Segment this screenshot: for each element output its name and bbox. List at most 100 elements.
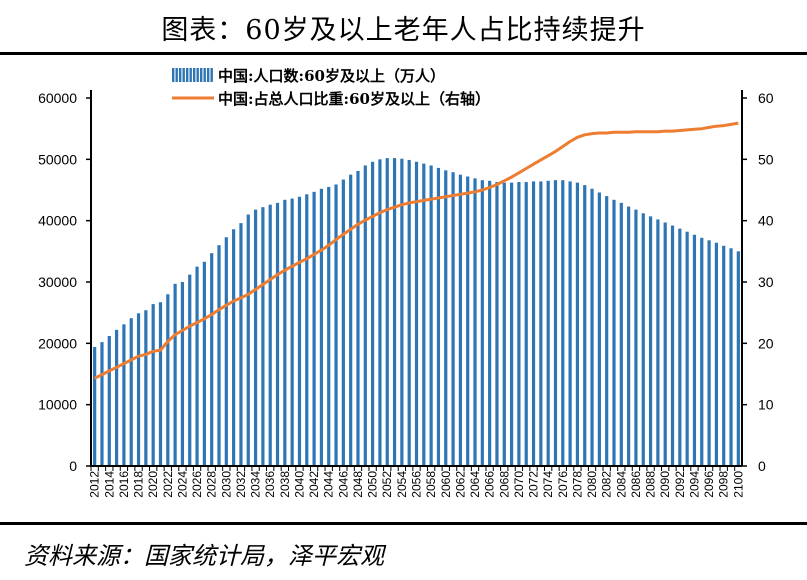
bar-2018 (136, 313, 141, 466)
bar-2091 (670, 225, 675, 466)
bar-2057 (422, 163, 426, 467)
x-tick-label: 2012 (88, 471, 102, 498)
bar-2075 (553, 180, 558, 467)
bar-2054 (400, 158, 404, 466)
legend-bar-swatch (182, 68, 185, 82)
x-tick-label: 2034 (249, 471, 263, 498)
bar-2045 (334, 184, 338, 467)
bar-2098 (722, 245, 726, 466)
bar-2055 (407, 159, 411, 467)
bar-2086 (634, 209, 638, 467)
bar-2027 (202, 261, 206, 466)
bar-2085 (627, 206, 631, 466)
x-tick-label: 2096 (702, 471, 716, 498)
bar-2058 (429, 165, 433, 466)
bar-2020 (151, 304, 155, 466)
x-tick-label: 2068 (497, 471, 511, 498)
legend-item-line: 中国:占总人口比重:60岁及以上（右轴） (172, 90, 490, 108)
bar-2046 (341, 179, 345, 466)
bar-2026 (195, 266, 199, 466)
bar-2066 (488, 180, 492, 467)
legend-bar-swatch (193, 68, 196, 82)
legend-bar-swatch (172, 68, 175, 82)
left-tick-label: 10000 (38, 397, 77, 413)
bar-2061 (451, 172, 455, 467)
right-tick-label: 40 (758, 213, 774, 229)
legend-bar-swatch (203, 68, 206, 82)
x-tick-label: 2086 (629, 471, 643, 498)
legend-label: 中国:占总人口比重:60岁及以上（右轴） (218, 90, 490, 108)
bar-2097 (714, 242, 718, 466)
x-tick-label: 2088 (644, 471, 658, 498)
x-tick-label: 2022 (161, 471, 175, 498)
bar-2059 (436, 167, 441, 467)
bar-2088 (648, 216, 653, 466)
x-tick-label: 2042 (307, 471, 321, 498)
bar-2100 (736, 251, 740, 466)
legend-bar-swatch (186, 68, 189, 82)
x-tick-label: 2024 (175, 471, 189, 498)
legend-bar-swatch (200, 68, 203, 82)
bar-2023 (173, 283, 177, 466)
bar-2079 (583, 185, 587, 467)
bar-2017 (129, 318, 133, 466)
x-tick-label: 2060 (439, 471, 453, 498)
bar-2036 (268, 204, 272, 466)
bar-2044 (327, 186, 331, 466)
x-tick-label: 2070 (512, 471, 526, 498)
x-tick-label: 2062 (453, 471, 467, 498)
bar-2081 (597, 192, 601, 466)
bar-2012 (93, 347, 97, 466)
bar-2039 (290, 198, 294, 466)
bar-2069 (509, 182, 514, 466)
right-tick-label: 20 (758, 335, 774, 351)
bar-2016 (122, 324, 126, 466)
bar-2095 (700, 237, 704, 466)
bar-2049 (363, 165, 367, 466)
right-tick-label: 10 (758, 397, 774, 413)
bar-2089 (656, 219, 660, 466)
right-tick-label: 0 (758, 458, 766, 474)
bar-2034 (253, 209, 258, 467)
bar-2025 (188, 274, 192, 466)
bar-2084 (619, 202, 623, 466)
figure-title: 图表：60岁及以上老年人占比持续提升 (161, 15, 646, 46)
bar-2087 (641, 213, 645, 466)
bar-2024 (180, 282, 185, 466)
x-tick-label: 2014 (102, 471, 116, 498)
legend-bar-swatch (179, 68, 182, 82)
x-tick-label: 2092 (673, 471, 687, 498)
bar-2042 (312, 191, 316, 466)
x-tick-label: 2016 (117, 471, 131, 498)
right-tick-label: 50 (758, 151, 774, 167)
x-tick-label: 2026 (190, 471, 204, 498)
left-tick-label: 50000 (38, 151, 77, 167)
x-tick-label: 2098 (717, 471, 731, 498)
top-rule (0, 52, 807, 55)
bar-2077 (568, 181, 572, 466)
x-tick-label: 2046 (336, 471, 350, 498)
left-tick-label: 30000 (38, 274, 77, 290)
bottom-rule (0, 522, 807, 525)
bar-2038 (283, 199, 287, 466)
x-tick-label: 2072 (527, 471, 541, 498)
x-tick-label: 2056 (410, 471, 424, 498)
bar-2062 (458, 174, 462, 466)
bar-2070 (517, 182, 521, 466)
x-tick-label: 2028 (205, 471, 219, 498)
bar-2082 (605, 196, 609, 466)
bar-2030 (224, 237, 228, 466)
bar-2040 (297, 196, 302, 466)
legend-bar-swatch (189, 68, 192, 82)
x-tick-label: 2100 (731, 471, 745, 498)
x-tick-label: 2084 (614, 471, 628, 498)
source-note: 资料来源：国家统计局，泽平宏观 (24, 542, 384, 570)
x-tick-label: 2078 (570, 471, 584, 498)
legend-bar-swatch (196, 68, 199, 82)
x-tick-label: 2052 (380, 471, 394, 498)
x-tick-label: 2044 (322, 471, 336, 498)
bar-2074 (546, 180, 550, 467)
bar-2094 (692, 234, 697, 466)
legend-bar-swatch (210, 68, 213, 82)
